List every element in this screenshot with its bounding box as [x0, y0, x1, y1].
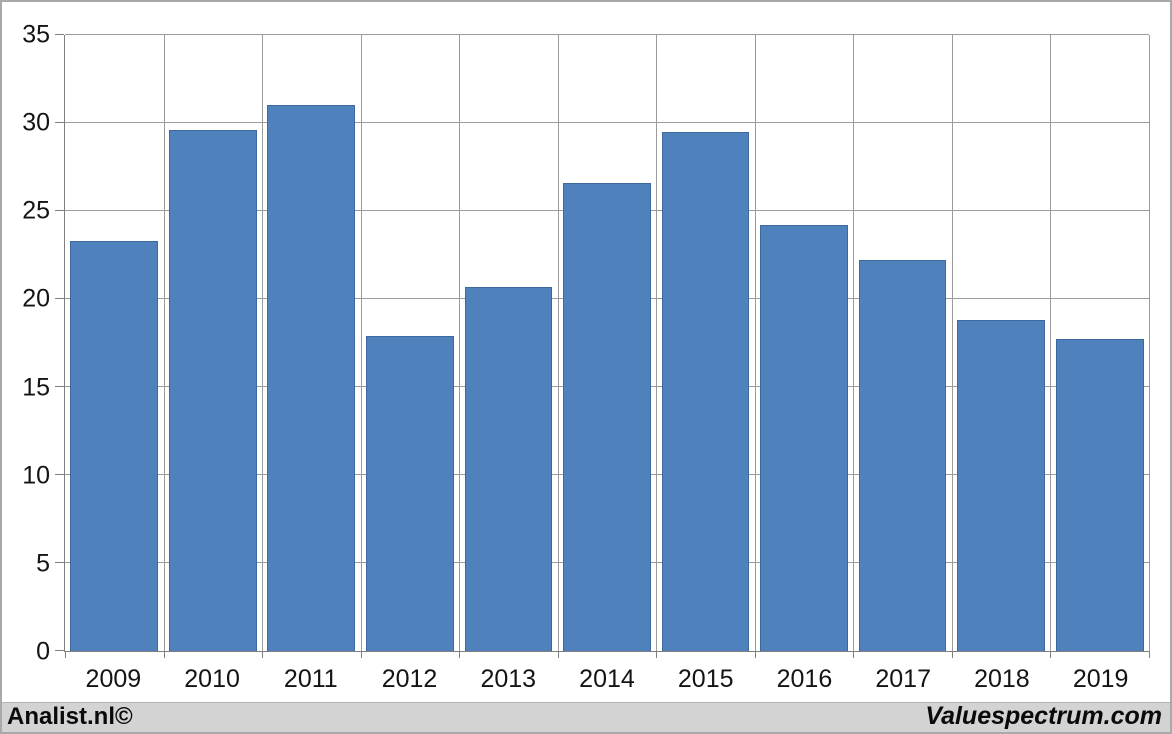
bar-2012	[366, 335, 454, 651]
gridline-v-7	[754, 35, 756, 651]
bar-cell-2013	[459, 35, 558, 651]
y-axis-labels: 0 5 10 15 20 25 30 35	[2, 22, 50, 664]
gridline-v-9	[951, 35, 953, 651]
gridline-h-30	[65, 122, 1149, 123]
bar-2017	[858, 260, 947, 651]
x-axis-label-2019: 2019	[1072, 665, 1129, 693]
bar-2015	[661, 131, 750, 651]
bar-2010	[168, 130, 257, 651]
y-axis-label-15: 15	[22, 373, 50, 402]
bar-2019	[1055, 339, 1144, 651]
y-axis-label-20: 20	[22, 284, 50, 313]
y-tick-25	[55, 210, 64, 211]
x-axis-label-2011: 2011	[283, 665, 338, 693]
x-tick-5	[557, 652, 559, 658]
x-axis-label-2018: 2018	[974, 665, 1030, 693]
y-axis-label-35: 35	[22, 20, 50, 49]
y-tick-30	[55, 122, 64, 123]
bar-cell-2011	[262, 35, 361, 651]
y-axis-label-30: 30	[22, 108, 50, 137]
x-tick-0	[65, 652, 66, 658]
x-tick-3	[360, 652, 362, 658]
bar-cell-2012	[361, 35, 460, 651]
bar-2014	[563, 182, 651, 651]
x-tick-7	[754, 652, 756, 658]
y-tick-35	[55, 34, 64, 35]
bar-cell-2009	[65, 35, 164, 651]
x-tick-8	[853, 652, 855, 658]
bar-cell-2010	[164, 35, 263, 651]
gridline-v-4	[459, 35, 461, 651]
footer-brand-valuespectrum: Valuespectrum.com	[925, 702, 1162, 730]
bar-cell-2019	[1050, 35, 1149, 651]
bar-2011	[267, 105, 356, 651]
bar-cell-2015	[656, 35, 755, 651]
x-tick-6	[656, 652, 658, 658]
y-axis-label-10: 10	[22, 461, 50, 490]
y-tick-0	[55, 650, 64, 651]
footer-bar: Analist.nl© Valuespectrum.com	[2, 702, 1170, 732]
x-axis-label-2015: 2015	[677, 665, 734, 693]
x-axis-label-2010: 2010	[184, 665, 240, 693]
gridline-h-35	[65, 34, 1149, 35]
x-tick-9	[951, 652, 953, 658]
gridline-v-6	[656, 35, 658, 651]
y-axis-label-25: 25	[22, 196, 50, 225]
gridline-v-5	[557, 35, 559, 651]
plot-area	[55, 34, 1150, 658]
x-axis-label-2016: 2016	[776, 665, 833, 693]
bar-2016	[760, 225, 848, 651]
x-tick-10	[1050, 652, 1052, 658]
gridline-v-1	[163, 35, 165, 651]
gridline-v-8	[853, 35, 855, 651]
y-tick-5	[55, 562, 64, 563]
x-tick-1	[163, 652, 165, 658]
bar-cell-2016	[755, 35, 854, 651]
gridline-v-3	[360, 35, 362, 651]
bar-cell-2014	[558, 35, 657, 651]
x-axis-labels: 2009 2010 2011 2012 2013 2014 2015 2016 2017 2018…	[64, 662, 1150, 696]
bar-cell-2017	[853, 35, 952, 651]
y-tick-20	[55, 298, 64, 299]
x-axis-label-2017: 2017	[875, 665, 931, 693]
y-tick-10	[55, 474, 64, 475]
gridline-v-10	[1050, 35, 1052, 651]
bar-2009	[70, 240, 159, 651]
gridline-v-2	[262, 35, 264, 651]
bar-cell-2018	[952, 35, 1051, 651]
footer-brand-analist: Analist.nl©	[7, 702, 133, 730]
x-axis-label-2012: 2012	[381, 665, 438, 693]
x-axis-label-2013: 2013	[480, 665, 537, 693]
x-tick-4	[459, 652, 461, 658]
y-tick-15	[55, 386, 64, 387]
bar-2013	[464, 286, 553, 651]
y-axis-label-0: 0	[36, 637, 50, 666]
y-axis-label-5: 5	[36, 549, 50, 578]
x-tick-11	[1149, 652, 1150, 658]
x-axis-label-2009: 2009	[85, 665, 142, 693]
x-tick-2	[262, 652, 264, 658]
bar-2018	[957, 320, 1046, 651]
x-axis-label-2014: 2014	[579, 665, 635, 693]
